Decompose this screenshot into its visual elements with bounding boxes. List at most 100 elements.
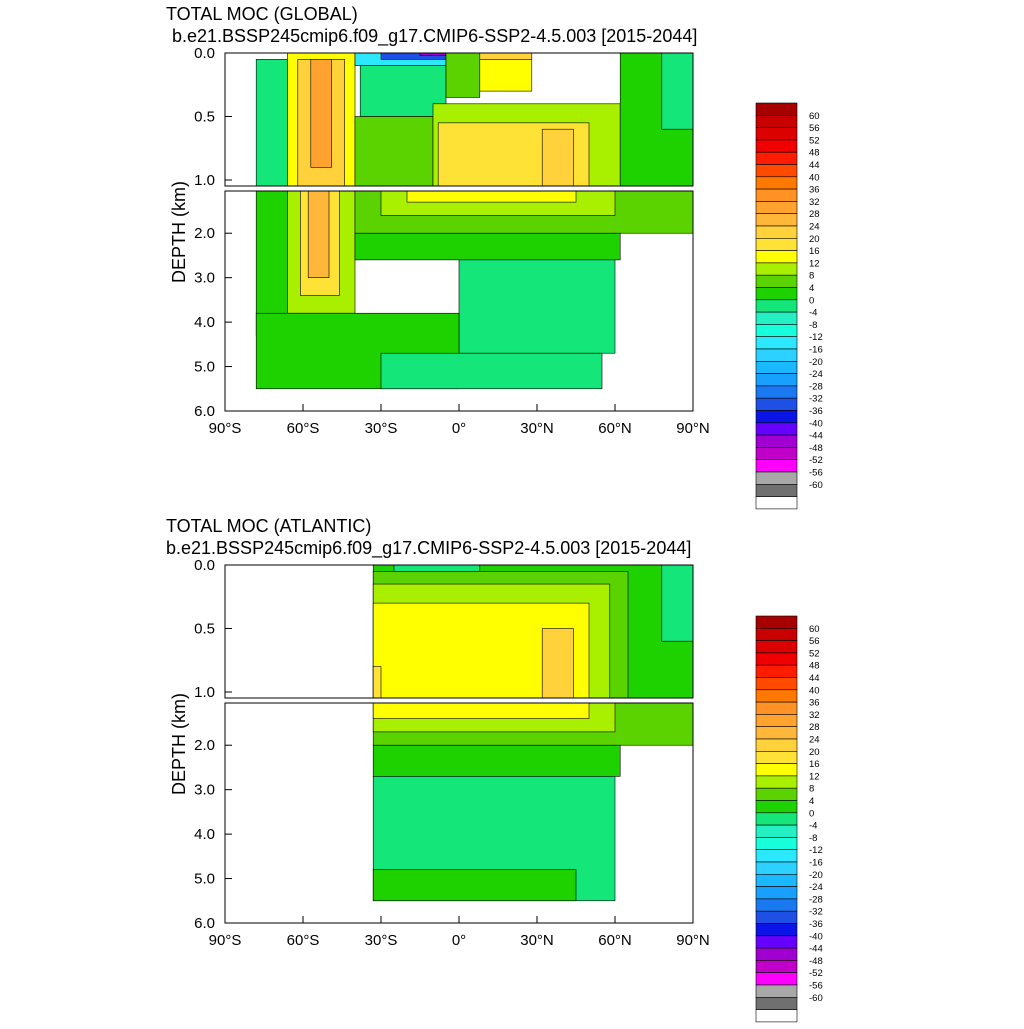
y-axis-label: DEPTH (km) <box>169 181 189 283</box>
colorbar-swatch <box>755 738 798 752</box>
colorbar-label: 32 <box>809 710 820 721</box>
upper-axes-frame <box>224 564 694 699</box>
colorbar-swatch <box>755 250 798 264</box>
colorbar-swatch <box>755 311 798 325</box>
colorbar-swatch <box>755 127 798 141</box>
colorbar-swatch <box>755 824 798 838</box>
colorbar-swatch <box>755 225 798 239</box>
x-tick-label: 90°S <box>209 420 242 437</box>
contour-cell <box>458 259 616 354</box>
colorbar-label: -24 <box>809 369 823 380</box>
colorbar-swatch <box>755 726 798 740</box>
y-axis-label: DEPTH (km) <box>169 693 189 795</box>
colorbar-label: 0 <box>809 295 814 306</box>
panel-subtitle: b.e21.BSSP245cmip6.f09_g17.CMIP6-SSP2-4.… <box>166 538 691 559</box>
colorbar-label: -60 <box>809 480 823 491</box>
y-tick-label: 3.0 <box>194 270 215 287</box>
colorbar-swatch <box>755 640 798 654</box>
colorbar-label: 12 <box>809 771 820 782</box>
colorbar-swatch <box>755 775 798 789</box>
colorbar-swatch <box>755 447 798 460</box>
contour-cell <box>372 744 621 777</box>
colorbar-swatch <box>755 861 798 875</box>
colorbar-swatch <box>755 923 798 937</box>
colorbar-swatch <box>755 262 798 276</box>
contour-cell <box>479 53 533 60</box>
contour-cell <box>372 666 382 698</box>
y-axis-ticks: 0.0 0.5 1.0 2.0 3.0 4.0 5.0 6.0 <box>194 45 232 420</box>
colorbar-swatch <box>755 102 798 116</box>
colorbar-swatch <box>755 947 798 961</box>
y-tick-label: 2.0 <box>194 225 215 242</box>
y-tick-label: 2.0 <box>194 737 215 754</box>
contour-cell <box>255 191 288 336</box>
contour-cell <box>406 191 577 203</box>
y-tick-label: 1.0 <box>194 684 215 701</box>
colorbar-label: 4 <box>809 796 814 807</box>
colorbar-label: -56 <box>809 468 823 479</box>
colorbar-global: 60565248444036322824201612840-4-8-12-16-… <box>755 102 823 510</box>
x-tick-label: 30°S <box>365 420 398 437</box>
colorbar-label: 24 <box>809 735 820 746</box>
x-tick-label: 60°S <box>287 932 320 949</box>
colorbar-label: 52 <box>809 648 820 659</box>
contour-cell <box>372 703 590 719</box>
colorbar-label: 24 <box>809 222 820 233</box>
colorbar-swatch <box>755 664 798 678</box>
upper-axes-frame <box>224 52 694 187</box>
colorbar-swatch <box>755 299 798 313</box>
contour-cell <box>445 53 481 98</box>
colorbar-label: 20 <box>809 747 820 758</box>
colorbar-label: 32 <box>809 197 820 208</box>
colorbar-swatch <box>755 984 798 998</box>
colorbar-swatch <box>755 324 798 337</box>
colorbar-swatch <box>755 483 798 497</box>
colorbar-swatch <box>755 615 798 629</box>
colorbar-label: 28 <box>809 209 820 220</box>
colorbar-label: 60 <box>809 111 820 122</box>
contour-cell <box>380 352 603 390</box>
colorbar-swatch <box>755 373 798 387</box>
contour-cell <box>372 869 577 902</box>
colorbar-swatch <box>755 750 798 764</box>
colorbar-label: 56 <box>809 636 820 647</box>
y-tick-label: 5.0 <box>194 871 215 888</box>
colorbar-label: -44 <box>809 944 823 955</box>
contour-cell <box>307 191 330 278</box>
y-axis-ticks: 0.0 0.5 1.0 2.0 3.0 4.0 5.0 6.0 <box>194 557 232 932</box>
colorbar-swatch <box>755 763 798 777</box>
colorbar-label: -48 <box>809 956 823 967</box>
contour-cell <box>310 59 332 168</box>
colorbar-label: -24 <box>809 882 823 893</box>
colorbar-label: -4 <box>809 308 817 319</box>
colorbar-swatch <box>755 935 798 949</box>
colorbar-label: 36 <box>809 185 820 196</box>
colorbar-swatch <box>755 434 798 448</box>
contour-cell <box>359 65 447 117</box>
colorbar-swatch <box>755 972 798 986</box>
x-tick-label: 90°N <box>676 420 710 437</box>
colorbar-label: -8 <box>809 833 817 844</box>
colorbar-label: -44 <box>809 431 823 442</box>
panel-title: TOTAL MOC (GLOBAL) <box>166 4 358 24</box>
contour-cell <box>661 565 693 642</box>
x-tick-label: 0° <box>452 932 466 949</box>
colorbar-label: 12 <box>809 258 820 269</box>
panel-title: TOTAL MOC (ATLANTIC) <box>166 516 371 536</box>
colorbar-label: 16 <box>809 759 820 770</box>
colorbar-label: 36 <box>809 698 820 709</box>
colorbar-swatch <box>755 274 798 288</box>
colorbar-label: -32 <box>809 394 823 405</box>
colorbar-label: 8 <box>809 271 814 282</box>
colorbar-swatch <box>755 812 798 826</box>
colorbar-label: -40 <box>809 931 823 942</box>
colorbar-swatch <box>755 996 798 1010</box>
x-tick-label: 60°N <box>598 932 632 949</box>
colorbar-swatch <box>755 652 798 666</box>
x-tick-label: 30°N <box>520 932 554 949</box>
colorbar-label: 52 <box>809 135 820 146</box>
colorbar-label: 4 <box>809 283 814 294</box>
colorbar-label: 0 <box>809 808 814 819</box>
colorbar-swatch <box>755 188 798 202</box>
